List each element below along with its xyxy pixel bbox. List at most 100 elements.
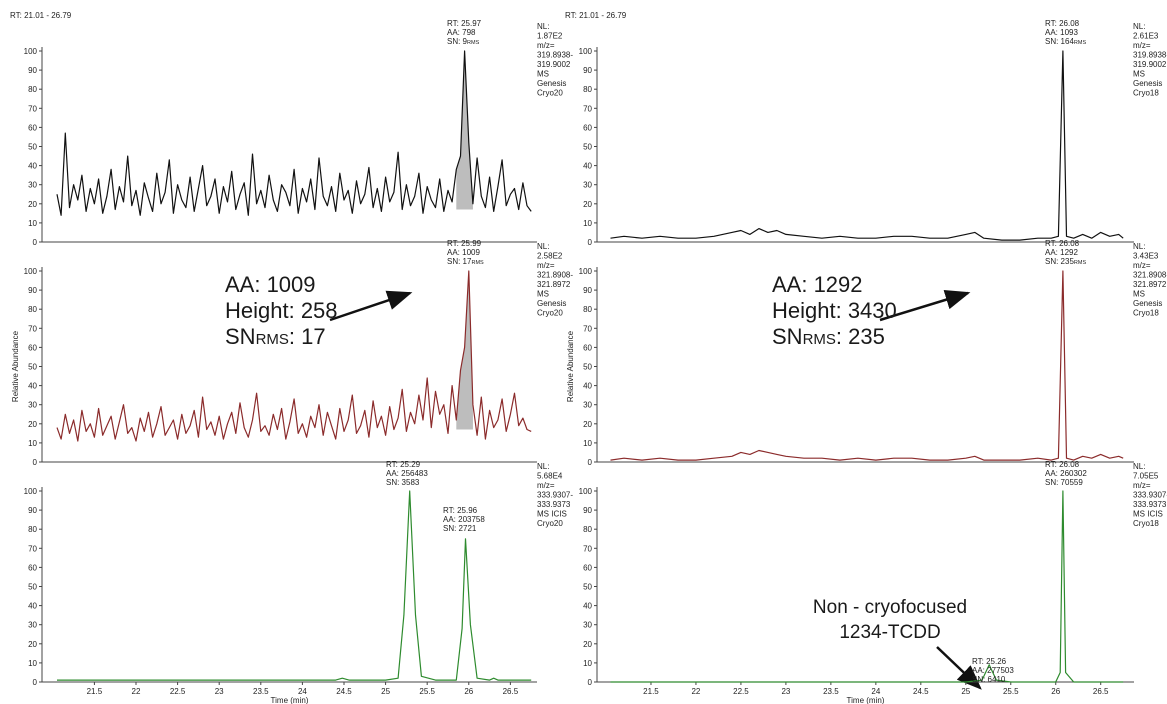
x-tick-label: 25.5 bbox=[419, 687, 435, 696]
y-tick-label: 80 bbox=[583, 305, 592, 314]
y-tick-label: 40 bbox=[583, 382, 592, 391]
y-tick-label: 60 bbox=[583, 563, 592, 572]
trace-info: Cryo20 bbox=[537, 309, 563, 318]
trace-info: MS ICIS bbox=[537, 510, 567, 519]
trace-info: NL: bbox=[537, 462, 549, 471]
y-tick-label: 70 bbox=[28, 324, 37, 333]
peak-label: RT: 26.08 bbox=[1045, 239, 1080, 248]
peak-label: SN: 17RMS bbox=[447, 257, 484, 266]
trace-info: MS bbox=[1133, 70, 1145, 79]
x-tick-label: 26 bbox=[464, 687, 473, 696]
trace bbox=[610, 490, 1124, 683]
peak-label-sub: RMS bbox=[1074, 260, 1087, 266]
x-tick-label: 26.5 bbox=[1093, 687, 1109, 696]
trace-info: 319.9002 bbox=[537, 60, 571, 69]
x-tick-label: 23 bbox=[781, 687, 790, 696]
callout: SNRMS: 17 bbox=[225, 324, 326, 349]
y-tick-label: 50 bbox=[583, 143, 592, 152]
trace-info: m/z= bbox=[1133, 261, 1151, 270]
y-tick-label: 20 bbox=[583, 640, 592, 649]
callout: Non - cryofocused bbox=[813, 597, 967, 618]
trace-info: NL: bbox=[1133, 462, 1145, 471]
trace-info: Cryo18 bbox=[1133, 89, 1159, 98]
trace-info: Cryo18 bbox=[1133, 309, 1159, 318]
trace-info: 1.87E2 bbox=[537, 32, 563, 41]
trace-info: 5.68E4 bbox=[537, 472, 563, 481]
y-tick-label: 50 bbox=[583, 583, 592, 592]
y-tick-label: 10 bbox=[28, 439, 37, 448]
x-tick-label: 26.5 bbox=[503, 687, 519, 696]
peak-label-sub: RMS bbox=[471, 260, 484, 266]
y-tick-label: 90 bbox=[28, 66, 37, 75]
trace-info: 333.9373 bbox=[537, 500, 571, 509]
x-axis-label: Time (min) bbox=[847, 696, 885, 704]
y-tick-label: 70 bbox=[583, 104, 592, 113]
callout-text: AA: 1009 bbox=[225, 272, 316, 297]
y-tick-label: 60 bbox=[583, 123, 592, 132]
peak-label: RT: 26.08 bbox=[1045, 19, 1080, 28]
peak-label: AA: 256483 bbox=[386, 469, 428, 478]
trace-info: Genesis bbox=[537, 79, 566, 88]
trace-info: 319.8938- bbox=[537, 51, 573, 60]
x-tick-label: 23.5 bbox=[253, 687, 269, 696]
trace-info: NL: bbox=[537, 242, 549, 251]
y-tick-label: 30 bbox=[583, 181, 592, 190]
callout-text: SN bbox=[225, 324, 256, 349]
peak-label: AA: 798 bbox=[447, 28, 476, 37]
trace-info: 321.8972 bbox=[1133, 280, 1167, 289]
trace-info: MS bbox=[537, 70, 549, 79]
y-tick-label: 90 bbox=[28, 286, 37, 295]
y-tick-label: 100 bbox=[24, 487, 38, 496]
y-tick-label: 10 bbox=[583, 219, 592, 228]
trace-info: MS bbox=[1133, 290, 1145, 299]
y-tick-label: 50 bbox=[28, 143, 37, 152]
trace-info: 333.9373 bbox=[1133, 500, 1167, 509]
trace-info: Cryo18 bbox=[1133, 519, 1159, 528]
trace-info: 319.9002 bbox=[1133, 60, 1167, 69]
peak-label: RT: 26.08 bbox=[1045, 460, 1080, 469]
callout: Height: 258 bbox=[225, 298, 338, 323]
x-tick-label: 25 bbox=[381, 687, 390, 696]
trace-info: 7.05E5 bbox=[1133, 472, 1159, 481]
peak-label: AA: 203758 bbox=[443, 515, 485, 524]
integrated-area bbox=[456, 51, 473, 210]
x-tick-label: 24 bbox=[871, 687, 880, 696]
x-tick-label: 22 bbox=[132, 687, 141, 696]
x-tick-label: 21.5 bbox=[643, 687, 659, 696]
y-axis-label: Relative Abundance bbox=[566, 330, 575, 402]
y-tick-label: 50 bbox=[28, 583, 37, 592]
y-tick-label: 80 bbox=[28, 525, 37, 534]
y-axis-label: Relative Abundance bbox=[11, 330, 20, 402]
trace-info: 321.8908- bbox=[1133, 271, 1167, 280]
y-tick-label: 80 bbox=[28, 305, 37, 314]
y-tick-label: 70 bbox=[28, 104, 37, 113]
peak-label: RT: 25.29 bbox=[386, 460, 421, 469]
y-tick-label: 20 bbox=[583, 200, 592, 209]
y-tick-label: 40 bbox=[583, 162, 592, 171]
callout: AA: 1292 bbox=[772, 272, 863, 297]
y-tick-label: 100 bbox=[24, 47, 38, 56]
trace-info: m/z= bbox=[537, 41, 555, 50]
x-tick-label: 24 bbox=[298, 687, 307, 696]
y-tick-label: 30 bbox=[28, 621, 37, 630]
peak-label: RT: 25.97 bbox=[447, 19, 482, 28]
peak-label-sub: RMS bbox=[1074, 40, 1087, 46]
y-tick-label: 90 bbox=[28, 506, 37, 515]
arrow bbox=[329, 290, 413, 322]
callout-text: Height: 258 bbox=[225, 298, 338, 323]
trace-info: m/z= bbox=[1133, 481, 1151, 490]
trace bbox=[610, 270, 1124, 461]
callout-text: AA: 1292 bbox=[772, 272, 863, 297]
trace-info: MS bbox=[537, 290, 549, 299]
y-tick-label: 0 bbox=[33, 678, 38, 687]
callout: 1234-TCDD bbox=[839, 622, 940, 643]
callout-text: : 17 bbox=[289, 324, 326, 349]
x-tick-label: 25.5 bbox=[1003, 687, 1019, 696]
callout: SNRMS: 235 bbox=[772, 324, 885, 349]
y-tick-label: 100 bbox=[579, 47, 593, 56]
y-tick-label: 90 bbox=[583, 66, 592, 75]
callout-text: RMS bbox=[803, 331, 836, 348]
y-tick-label: 70 bbox=[583, 324, 592, 333]
